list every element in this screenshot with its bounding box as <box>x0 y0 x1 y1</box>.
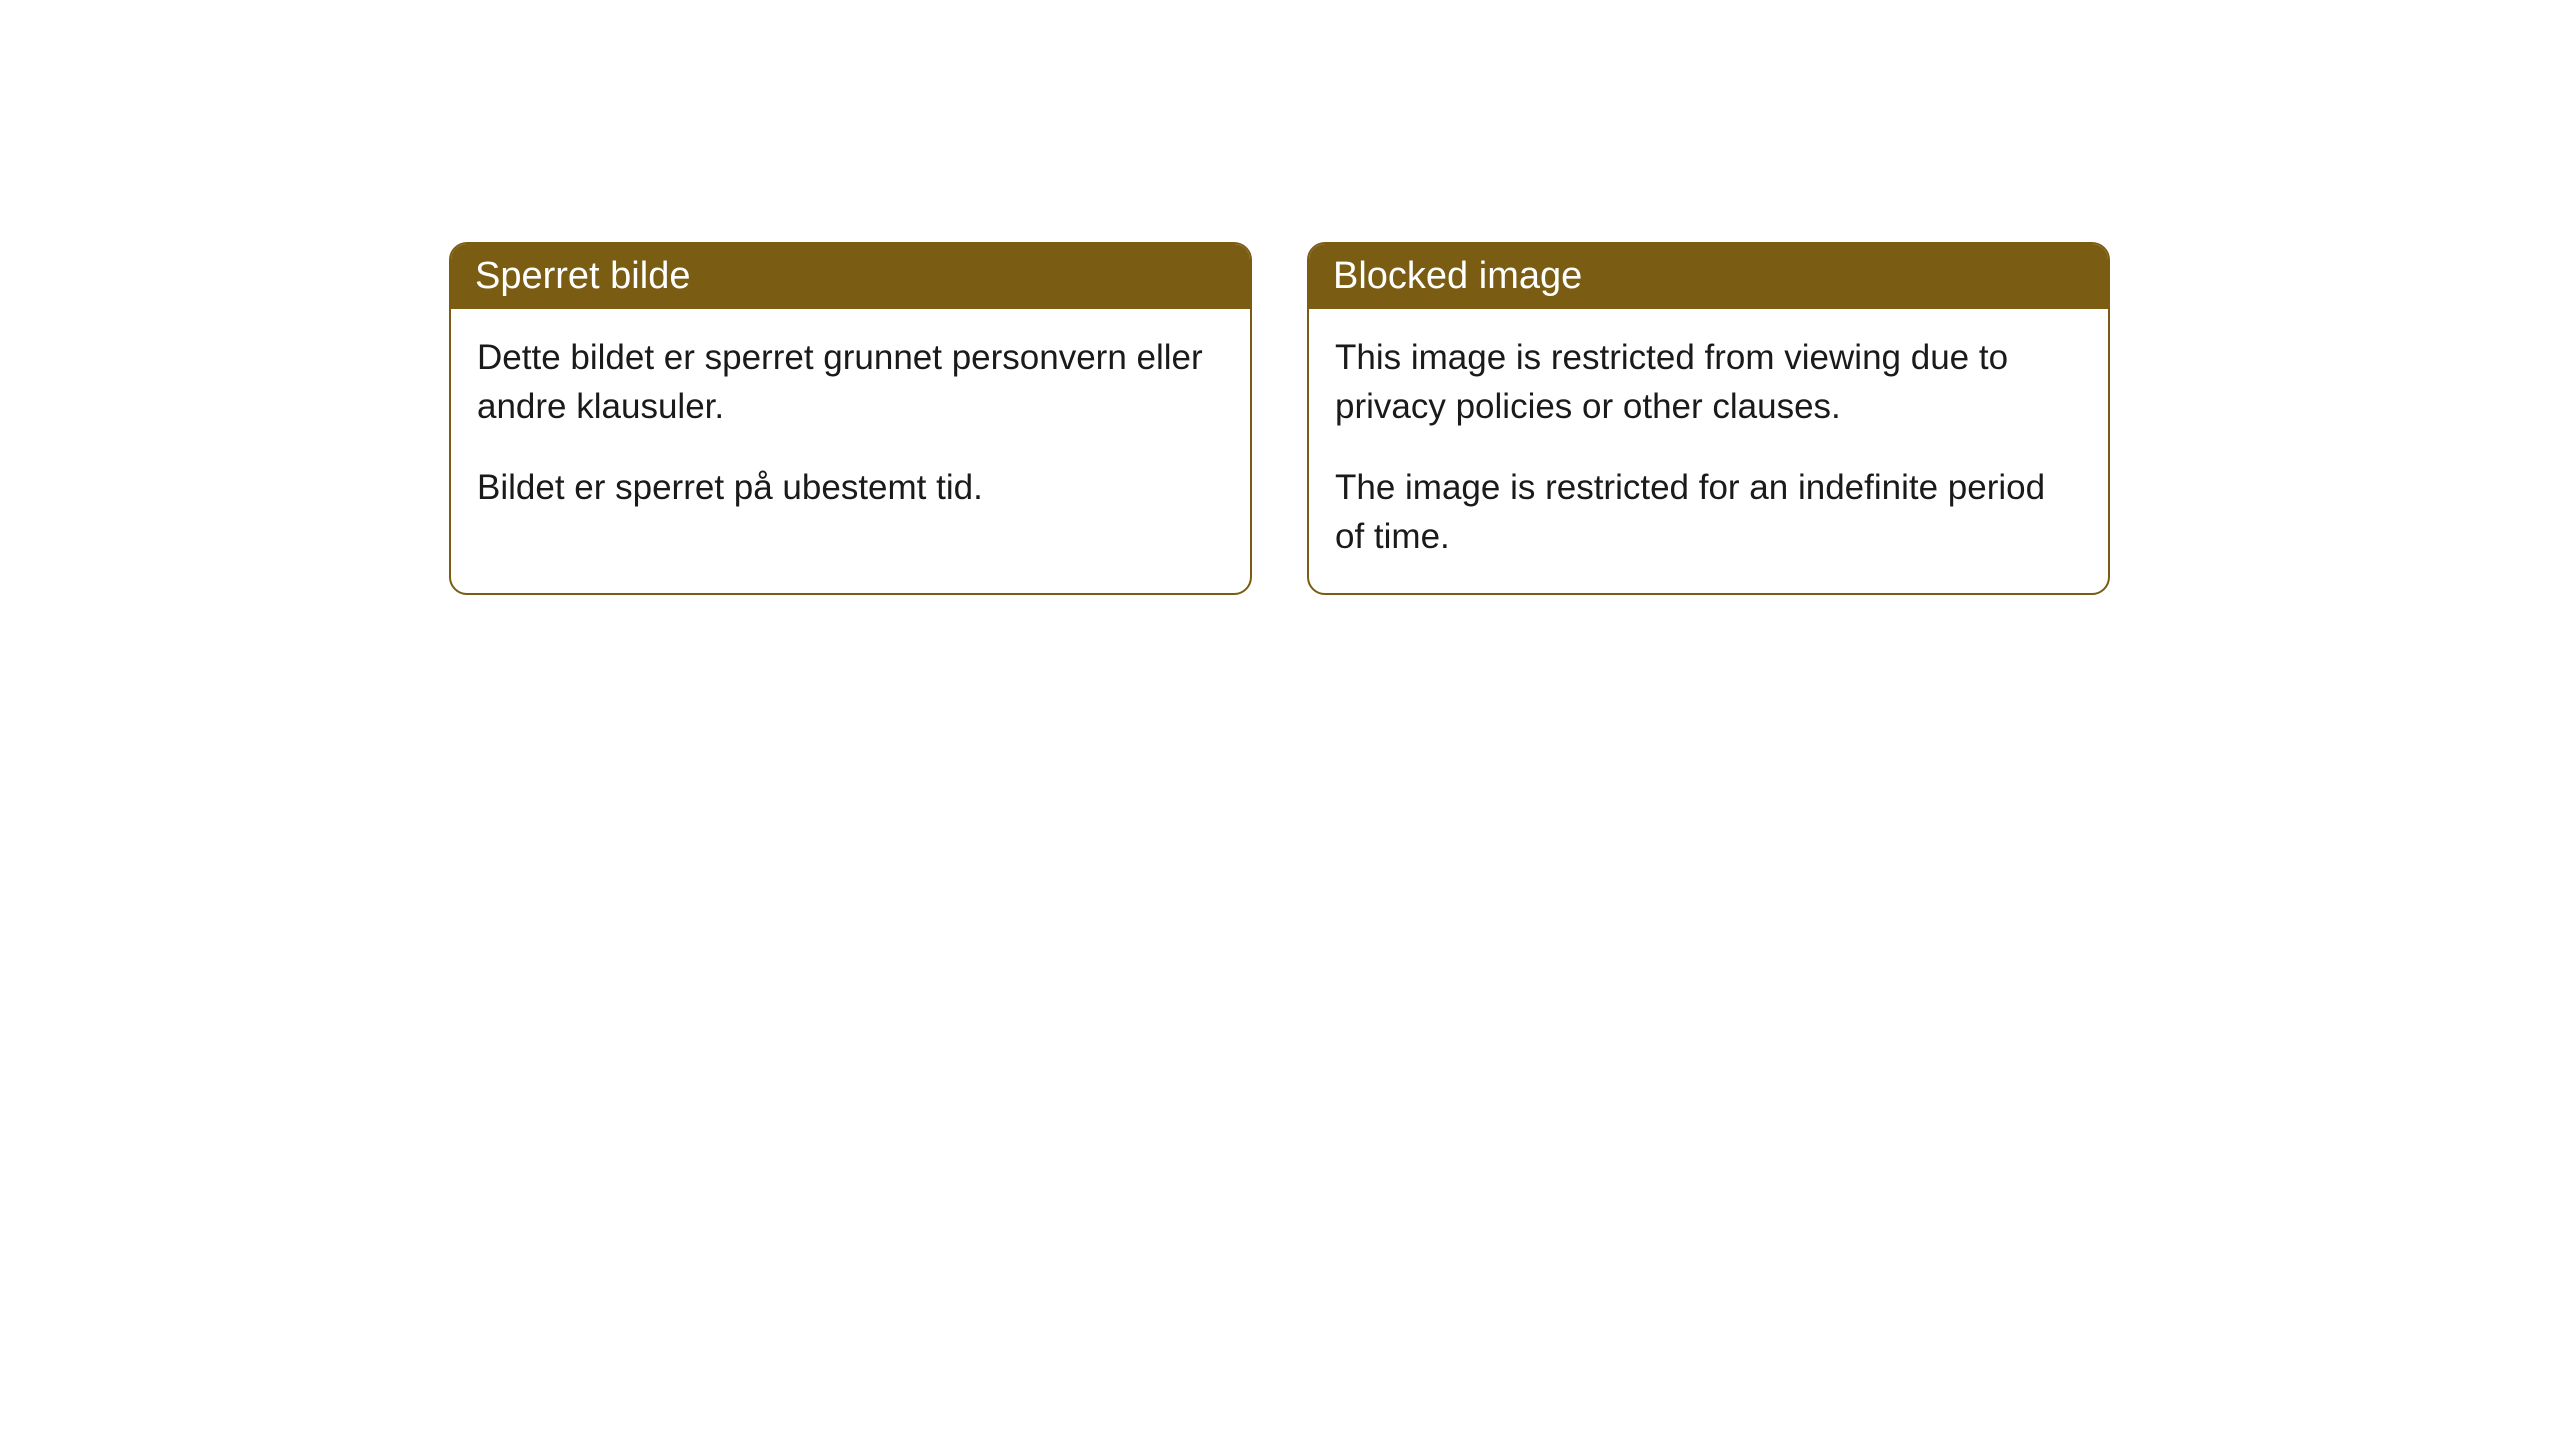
card-header-norwegian: Sperret bilde <box>451 244 1250 309</box>
card-header-english: Blocked image <box>1309 244 2108 309</box>
card-title-norwegian: Sperret bilde <box>475 255 690 297</box>
card-paragraph-1-english: This image is restricted from viewing du… <box>1335 333 2082 431</box>
blocked-image-card-norwegian: Sperret bilde Dette bildet er sperret gr… <box>449 242 1252 595</box>
card-paragraph-2-english: The image is restricted for an indefinit… <box>1335 463 2082 561</box>
card-body-english: This image is restricted from viewing du… <box>1309 309 2108 593</box>
card-title-english: Blocked image <box>1333 255 1582 297</box>
card-paragraph-1-norwegian: Dette bildet er sperret grunnet personve… <box>477 333 1224 431</box>
blocked-image-card-english: Blocked image This image is restricted f… <box>1307 242 2110 595</box>
notice-cards-container: Sperret bilde Dette bildet er sperret gr… <box>449 242 2110 595</box>
card-paragraph-2-norwegian: Bildet er sperret på ubestemt tid. <box>477 463 1224 512</box>
card-body-norwegian: Dette bildet er sperret grunnet personve… <box>451 309 1250 544</box>
